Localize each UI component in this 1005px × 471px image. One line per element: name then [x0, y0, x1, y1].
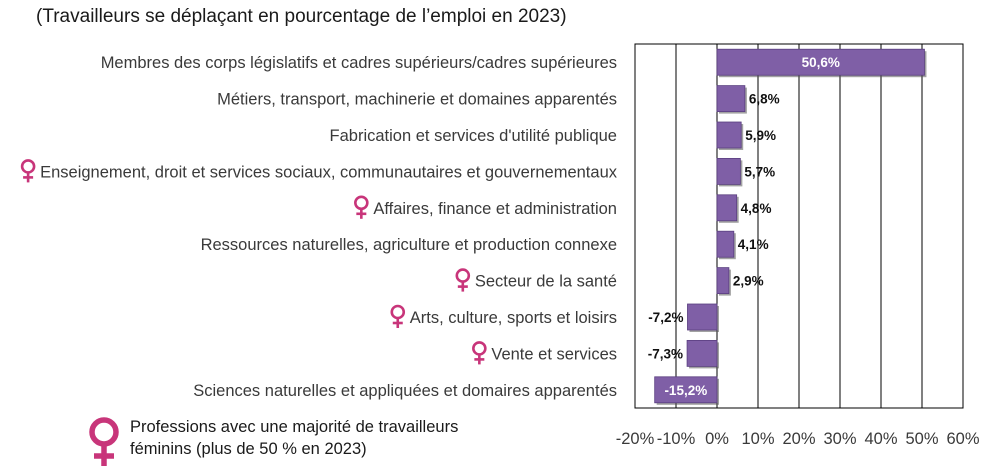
- category-label: Secteur de la santé: [475, 273, 617, 291]
- category-labels: Membres des corps législatifs et cadres …: [20, 54, 618, 400]
- female-symbol-icon: [89, 417, 119, 466]
- bar: [654, 376, 718, 404]
- value-label: 2,9%: [733, 274, 764, 289]
- value-label: 4,1%: [738, 237, 769, 252]
- x-tick-label: 0%: [705, 430, 729, 448]
- value-label: 5,7%: [744, 164, 775, 179]
- bar: [716, 194, 738, 222]
- value-label: -15,2%: [664, 383, 707, 398]
- value-label: 50,6%: [802, 55, 840, 70]
- bar: [716, 230, 735, 258]
- bars: [654, 48, 927, 405]
- category-label: Ressources naturelles, agriculture et pr…: [201, 236, 617, 254]
- bar: [686, 339, 718, 367]
- female-symbol-icon: [472, 341, 487, 365]
- bar: [716, 267, 730, 295]
- value-label: -7,3%: [648, 346, 683, 361]
- x-tick-label: 10%: [741, 430, 774, 448]
- x-tick-label: 40%: [864, 430, 897, 448]
- x-tick-label: 30%: [823, 430, 856, 448]
- female-symbol-icon: [455, 268, 471, 292]
- bar: [716, 48, 925, 76]
- value-labels: 50,6% 6,8% 5,9% 5,7% 4,8% 4,1% 2,9% -7,2% -7,3% -…: [648, 55, 840, 398]
- x-tick-label: 50%: [905, 430, 938, 448]
- female-symbol-icon: [390, 304, 406, 328]
- bar: [687, 303, 718, 331]
- female-symbol-icon: [20, 159, 36, 183]
- chart-title: (Travailleurs se déplaçant en pourcentag…: [36, 6, 567, 27]
- value-label: -7,2%: [648, 310, 683, 325]
- bar: [716, 121, 742, 149]
- category-label: Vente et services: [491, 345, 617, 363]
- x-tick-labels: -20% -10% 0% 10% 20% 30% 40% 50% 60%: [616, 430, 980, 448]
- bar: [716, 157, 741, 185]
- category-label: Sciences naturelles et appliquées et dom…: [193, 382, 617, 400]
- value-label: 5,9%: [745, 128, 776, 143]
- x-tick-label: 60%: [946, 430, 979, 448]
- value-label: 6,8%: [749, 92, 780, 107]
- category-label: Métiers, transport, machinerie et domain…: [217, 91, 617, 109]
- legend-text: Professions avec une majorité de travail…: [130, 418, 459, 458]
- category-label: Affaires, finance et administration: [373, 200, 617, 218]
- x-tick-label: 20%: [782, 430, 815, 448]
- female-symbol-icon: [354, 195, 369, 219]
- category-label: Enseignement, droit et services sociaux,…: [40, 163, 618, 181]
- category-label: Membres des corps législatifs et cadres …: [101, 54, 617, 72]
- grid-lines: [675, 44, 923, 408]
- legend: Professions avec une majorité de travail…: [84, 416, 490, 468]
- value-label: 4,8%: [741, 201, 772, 216]
- x-tick-label: -20%: [616, 430, 655, 448]
- bar: [716, 85, 746, 112]
- category-label: Arts, culture, sports et loisirs: [410, 309, 617, 327]
- category-label: Fabrication et services d'utilité publiq…: [330, 127, 617, 145]
- x-tick-label: -10%: [657, 430, 696, 448]
